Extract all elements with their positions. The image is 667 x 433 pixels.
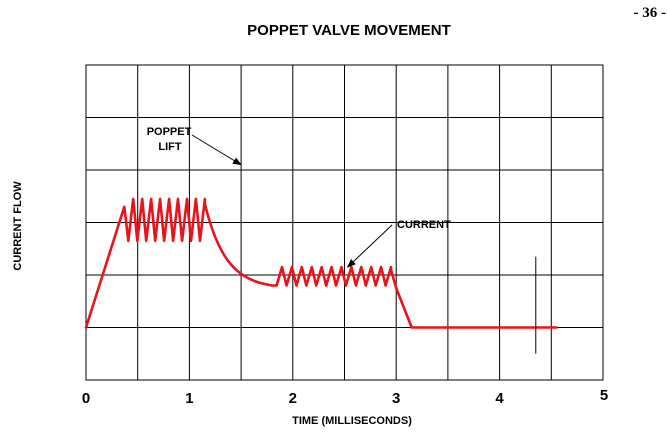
annotation-label: POPPET bbox=[147, 126, 192, 138]
x-tick-label: 1 bbox=[185, 390, 193, 407]
x-axis-label: TIME (MILLISECONDS) bbox=[292, 415, 412, 427]
annotation-arrow bbox=[346, 224, 393, 268]
x-tick-label: 4 bbox=[495, 390, 504, 407]
page-number: - 36 - bbox=[634, 5, 667, 21]
x-tick-label: 0 bbox=[82, 390, 90, 407]
annotation-arrow bbox=[191, 134, 242, 166]
current-series-line bbox=[84, 197, 558, 329]
x-tick-label: 5 bbox=[600, 387, 608, 404]
annotation-label: LIFT bbox=[158, 141, 181, 153]
chart-annotations: POPPET LIFT CURRENT bbox=[147, 126, 451, 268]
annotation-label: CURRENT bbox=[397, 219, 451, 231]
y-axis-label: CURRENT FLOW bbox=[12, 181, 24, 271]
chart-title: POPPET VALVE MOVEMENT bbox=[247, 22, 451, 39]
x-axis-ticks: 0 1 2 3 4 5 bbox=[82, 387, 608, 407]
x-tick-label: 3 bbox=[392, 390, 400, 407]
x-tick-label: 2 bbox=[289, 390, 297, 407]
